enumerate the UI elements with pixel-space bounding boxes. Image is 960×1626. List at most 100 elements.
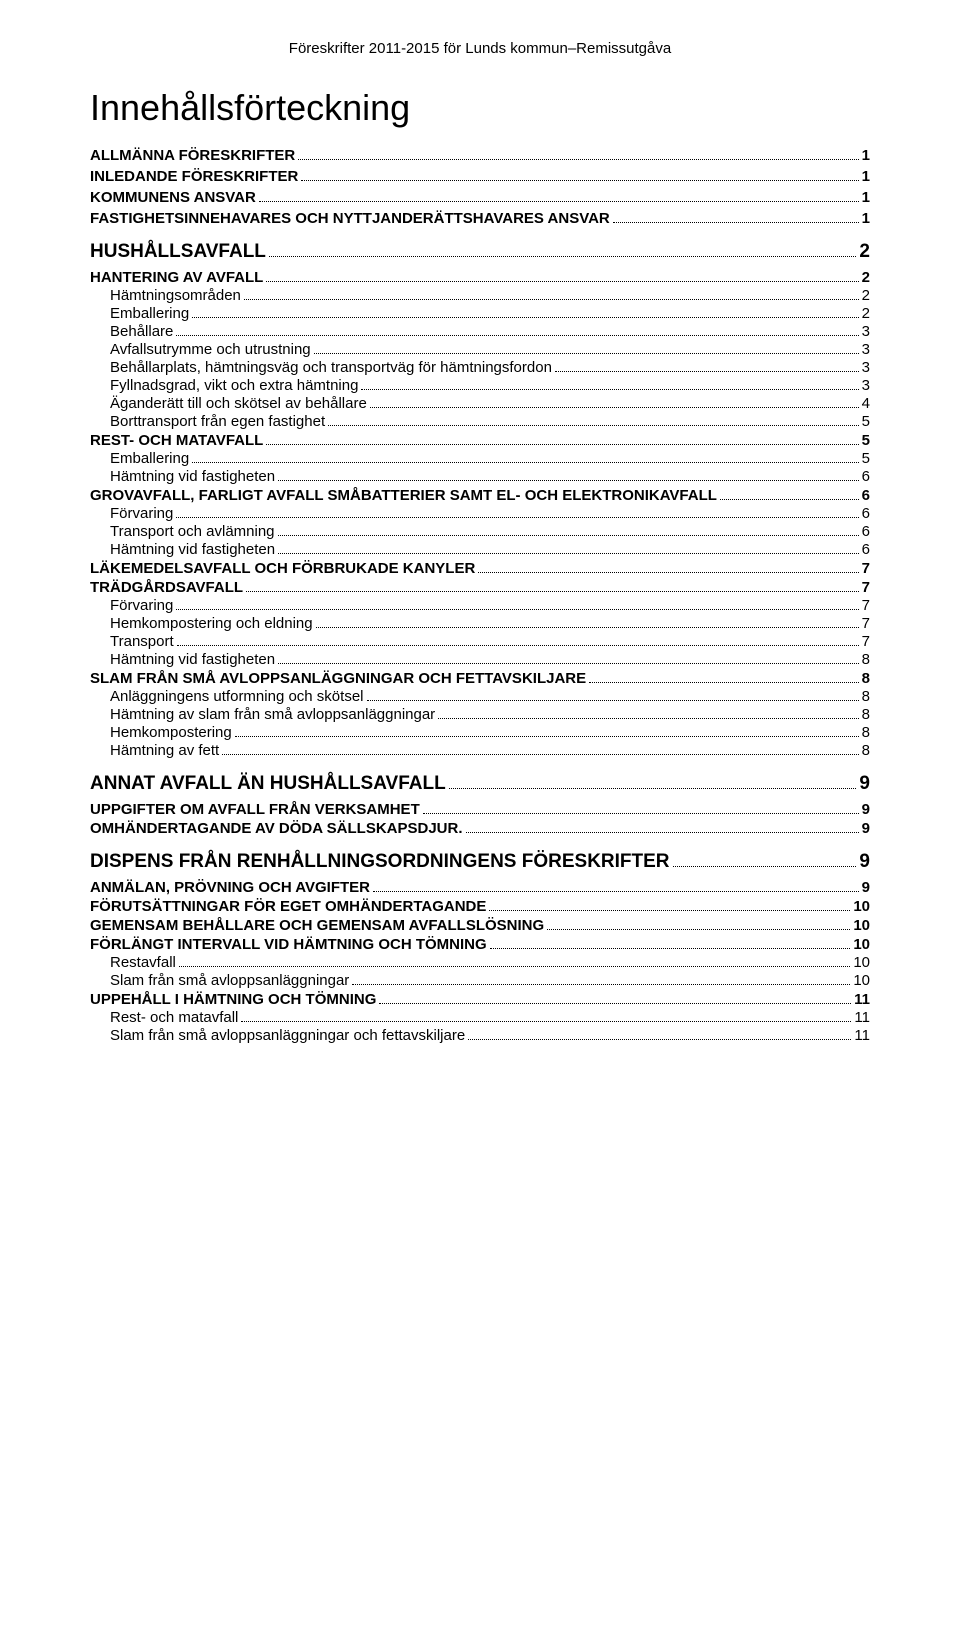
toc-page-number: 3 <box>862 377 870 394</box>
toc-leader-dots <box>278 470 859 482</box>
toc-leader-dots <box>316 617 859 629</box>
toc-entry: SLAM FRÅN SMÅ AVLOPPSANLÄGGNINGAR OCH FE… <box>90 670 870 687</box>
toc-page-number: 7 <box>862 615 870 632</box>
toc-label: Hämtning av slam från små avloppsanläggn… <box>110 706 435 723</box>
toc-entry: Hemkompostering8 <box>110 724 870 741</box>
toc-entry: Transport och avlämning6 <box>110 523 870 540</box>
toc-page-number: 8 <box>862 706 870 723</box>
toc-page-number: 10 <box>853 917 870 934</box>
toc-entry: REST- OCH MATAVFALL5 <box>90 432 870 449</box>
toc-label: TRÄDGÅRDSAVFALL <box>90 579 243 596</box>
toc-page-number: 8 <box>862 688 870 705</box>
toc-entry: Transport 7 <box>110 633 870 650</box>
toc-leader-dots <box>466 822 859 834</box>
toc-label: DISPENS FRÅN RENHÅLLNINGSORDNINGENS FÖRE… <box>90 851 670 873</box>
toc-leader-dots <box>269 243 857 257</box>
toc-leader-dots <box>278 525 859 537</box>
toc-page-number: 8 <box>862 742 870 759</box>
toc-entry: LÄKEMEDELSAVFALL OCH FÖRBRUKADE KANYLER7 <box>90 560 870 577</box>
toc-label: OMHÄNDERTAGANDE AV DÖDA SÄLLSKAPSDJUR. <box>90 820 463 837</box>
toc-page-number: 7 <box>862 597 870 614</box>
toc-leader-dots <box>373 881 859 893</box>
toc-page-number: 10 <box>853 898 870 915</box>
toc-label: ANNAT AVFALL ÄN HUSHÅLLSAVFALL <box>90 773 446 795</box>
toc-label: GROVAVFALL, FARLIGT AVFALL SMÅBATTERIER … <box>90 487 717 504</box>
toc-entry: UPPEHÅLL I HÄMTNING OCH TÖMNING11 <box>90 991 870 1008</box>
toc-entry: FÖRLÄNGT INTERVALL VID HÄMTNING OCH TÖMN… <box>90 936 870 953</box>
toc-leader-dots <box>468 1029 851 1041</box>
toc-leader-dots <box>278 543 859 555</box>
toc-leader-dots <box>673 853 857 867</box>
toc-entry: UPPGIFTER OM AVFALL FRÅN VERKSAMHET9 <box>90 801 870 818</box>
toc-entry: Borttransport från egen fastighet5 <box>110 413 870 430</box>
toc-leader-dots <box>489 900 850 912</box>
page-title: Innehållsförteckning <box>90 87 870 129</box>
toc-label: Restavfall <box>110 954 176 971</box>
toc-leader-dots <box>547 919 850 931</box>
toc-entry: GROVAVFALL, FARLIGT AVFALL SMÅBATTERIER … <box>90 487 870 504</box>
toc-label: Hämtning vid fastigheten <box>110 651 275 668</box>
toc-page-number: 3 <box>862 323 870 340</box>
toc-entry: Hämtning vid fastigheten 8 <box>110 651 870 668</box>
toc-label: Behållarplats, hämtningsväg och transpor… <box>110 359 552 376</box>
page-header: Föreskrifter 2011-2015 för Lunds kommun–… <box>90 40 870 57</box>
toc-label: Förvaring <box>110 597 173 614</box>
toc-leader-dots <box>328 415 859 427</box>
toc-page-number: 1 <box>862 210 870 227</box>
toc-label: Hemkompostering och eldning <box>110 615 313 632</box>
toc-leader-dots <box>241 1011 851 1023</box>
toc-page-number: 11 <box>854 1009 870 1026</box>
toc-page-number: 2 <box>862 305 870 322</box>
toc-entry: Hämtningsområden2 <box>110 287 870 304</box>
toc-leader-dots <box>490 938 851 950</box>
toc-page-number: 8 <box>862 651 870 668</box>
toc-label: REST- OCH MATAVFALL <box>90 432 263 449</box>
toc-label: Transport och avlämning <box>110 523 275 540</box>
toc-entry: Slam från små avloppsanläggningar och fe… <box>110 1027 870 1044</box>
toc-entry: Emballering5 <box>110 450 870 467</box>
toc-entry: Avfallsutrymme och utrustning3 <box>110 341 870 358</box>
toc-entry: Restavfall10 <box>110 954 870 971</box>
toc-label: Avfallsutrymme och utrustning <box>110 341 311 358</box>
toc-page-number: 10 <box>853 936 870 953</box>
toc-label: HUSHÅLLSAVFALL <box>90 241 266 263</box>
toc-label: FÖRUTSÄTTNINGAR FÖR EGET OMHÄNDERTAGANDE <box>90 898 486 915</box>
toc-page-number: 9 <box>859 773 870 795</box>
toc-label: UPPGIFTER OM AVFALL FRÅN VERKSAMHET <box>90 801 420 818</box>
toc-label: GEMENSAM BEHÅLLARE OCH GEMENSAM AVFALLSL… <box>90 917 544 934</box>
toc-entry: Anläggningens utformning och skötsel8 <box>110 688 870 705</box>
toc-leader-dots <box>613 212 859 224</box>
toc-page-number: 2 <box>862 287 870 304</box>
toc-page-number: 2 <box>859 241 870 263</box>
toc-page-number: 5 <box>862 413 870 430</box>
toc-label: LÄKEMEDELSAVFALL OCH FÖRBRUKADE KANYLER <box>90 560 475 577</box>
toc-label: Emballering <box>110 305 189 322</box>
toc-page-number: 7 <box>862 633 870 650</box>
toc-leader-dots <box>266 271 858 283</box>
toc-entry: HUSHÅLLSAVFALL 2 <box>90 241 870 263</box>
toc-label: Hämtning vid fastigheten <box>110 468 275 485</box>
toc-label: HANTERING AV AVFALL <box>90 269 263 286</box>
toc-page-number: 8 <box>862 724 870 741</box>
toc-leader-dots <box>449 775 857 789</box>
toc-entry: TRÄDGÅRDSAVFALL 7 <box>90 579 870 596</box>
toc-page-number: 6 <box>862 541 870 558</box>
toc-entry: KOMMUNENS ANSVAR1 <box>90 189 870 206</box>
toc-page-number: 6 <box>862 468 870 485</box>
toc-page-number: 1 <box>862 168 870 185</box>
toc-entry: Äganderätt till och skötsel av behållare… <box>110 395 870 412</box>
toc-entry: Emballering 2 <box>110 305 870 322</box>
toc-leader-dots <box>179 956 850 968</box>
toc-leader-dots <box>379 993 851 1005</box>
toc-label: UPPEHÅLL I HÄMTNING OCH TÖMNING <box>90 991 376 1008</box>
toc-entry: Slam från små avloppsanläggningar10 <box>110 972 870 989</box>
toc-page-number: 6 <box>862 487 870 504</box>
toc-leader-dots <box>298 149 858 161</box>
toc-leader-dots <box>176 507 858 519</box>
toc-label: Slam från små avloppsanläggningar <box>110 972 349 989</box>
toc-page-number: 7 <box>862 579 870 596</box>
toc-leader-dots <box>176 599 858 611</box>
toc-leader-dots <box>370 397 859 409</box>
toc-label: Emballering <box>110 450 189 467</box>
toc-label: Transport <box>110 633 174 650</box>
